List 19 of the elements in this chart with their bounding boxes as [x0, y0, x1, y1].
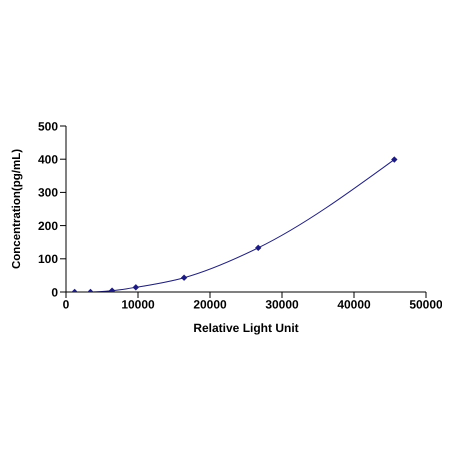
point — [132, 284, 140, 291]
y-tick-label: 300 — [38, 186, 58, 200]
point — [255, 244, 262, 252]
x-tick-label: 20000 — [193, 298, 228, 312]
x-tick-label: 0 — [62, 298, 70, 312]
y-tick-label: 500 — [38, 119, 58, 134]
x-tick-label: 40000 — [337, 298, 372, 312]
point — [391, 156, 398, 163]
y-tick-label: 200 — [38, 218, 58, 233]
point — [108, 287, 116, 292]
y-tick-label: 100 — [38, 252, 58, 266]
x-tick-label: 50000 — [409, 298, 444, 312]
y-axis-title: Concentration(pg/mL) — [11, 148, 24, 270]
x-axis-title: Relative Light Unit — [193, 321, 299, 335]
x-tick-label: 10000 — [121, 298, 156, 312]
point — [180, 274, 188, 281]
y-tick-label: 400 — [38, 152, 58, 166]
x-tick-label: 30000 — [265, 298, 300, 312]
y-tick-label: 0 — [51, 285, 58, 300]
